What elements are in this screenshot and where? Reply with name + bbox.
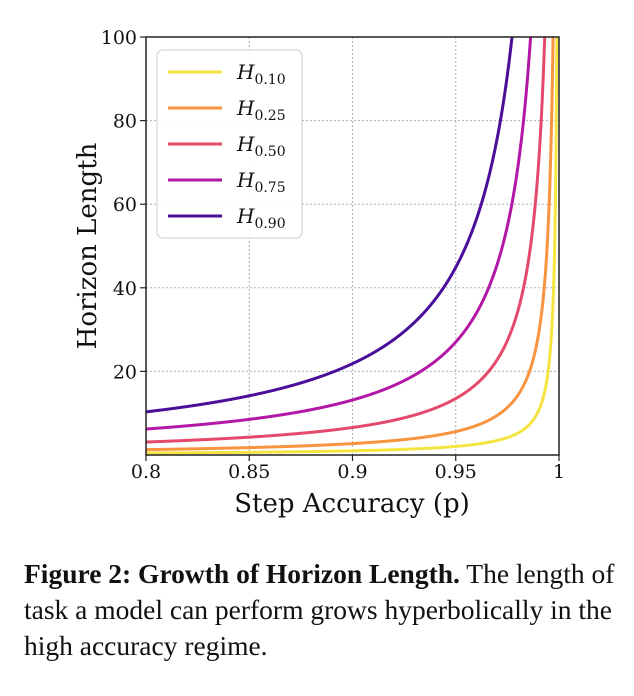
- series-lines: [144, 36, 559, 455]
- figure-caption: Figure 2: Growth of Horizon Length. The …: [24, 556, 624, 664]
- series-line-H0.25: [144, 36, 555, 452]
- series-line-H0.10: [144, 36, 559, 455]
- series-line-H0.50: [144, 36, 547, 444]
- series-line-H0.75: [144, 36, 533, 431]
- x-axis-ticks: 0.8 0.85 0.9 0.95 1: [131, 455, 565, 483]
- legend-box: [156, 49, 303, 239]
- x-tick-label: 1: [553, 461, 565, 483]
- x-axis-label: Step Accuracy (p): [234, 489, 470, 519]
- y-tick-label: 80: [113, 111, 137, 133]
- y-tick-label: 20: [113, 361, 137, 383]
- x-tick-label: 0.9: [337, 461, 367, 483]
- horizon-length-chart: 0.8 0.85 0.9 0.95 1 20 40 60 80 100 Step Accurac…: [73, 27, 565, 519]
- y-tick-label: 100: [101, 27, 137, 49]
- x-tick-label: 0.85: [228, 461, 270, 483]
- series-line-H0.90: [144, 36, 514, 414]
- y-tick-label: 40: [113, 278, 137, 300]
- y-axis-ticks: 20 40 60 80 100: [101, 27, 146, 383]
- y-tick-label: 60: [113, 194, 137, 216]
- x-tick-label: 0.95: [435, 461, 477, 483]
- y-axis-label: Horizon Length: [73, 142, 103, 349]
- caption-text: The length of task a model can perform g…: [24, 558, 615, 661]
- caption-title: Figure 2: Growth of Horizon Length.: [24, 558, 460, 589]
- x-tick-label: 0.8: [131, 461, 161, 483]
